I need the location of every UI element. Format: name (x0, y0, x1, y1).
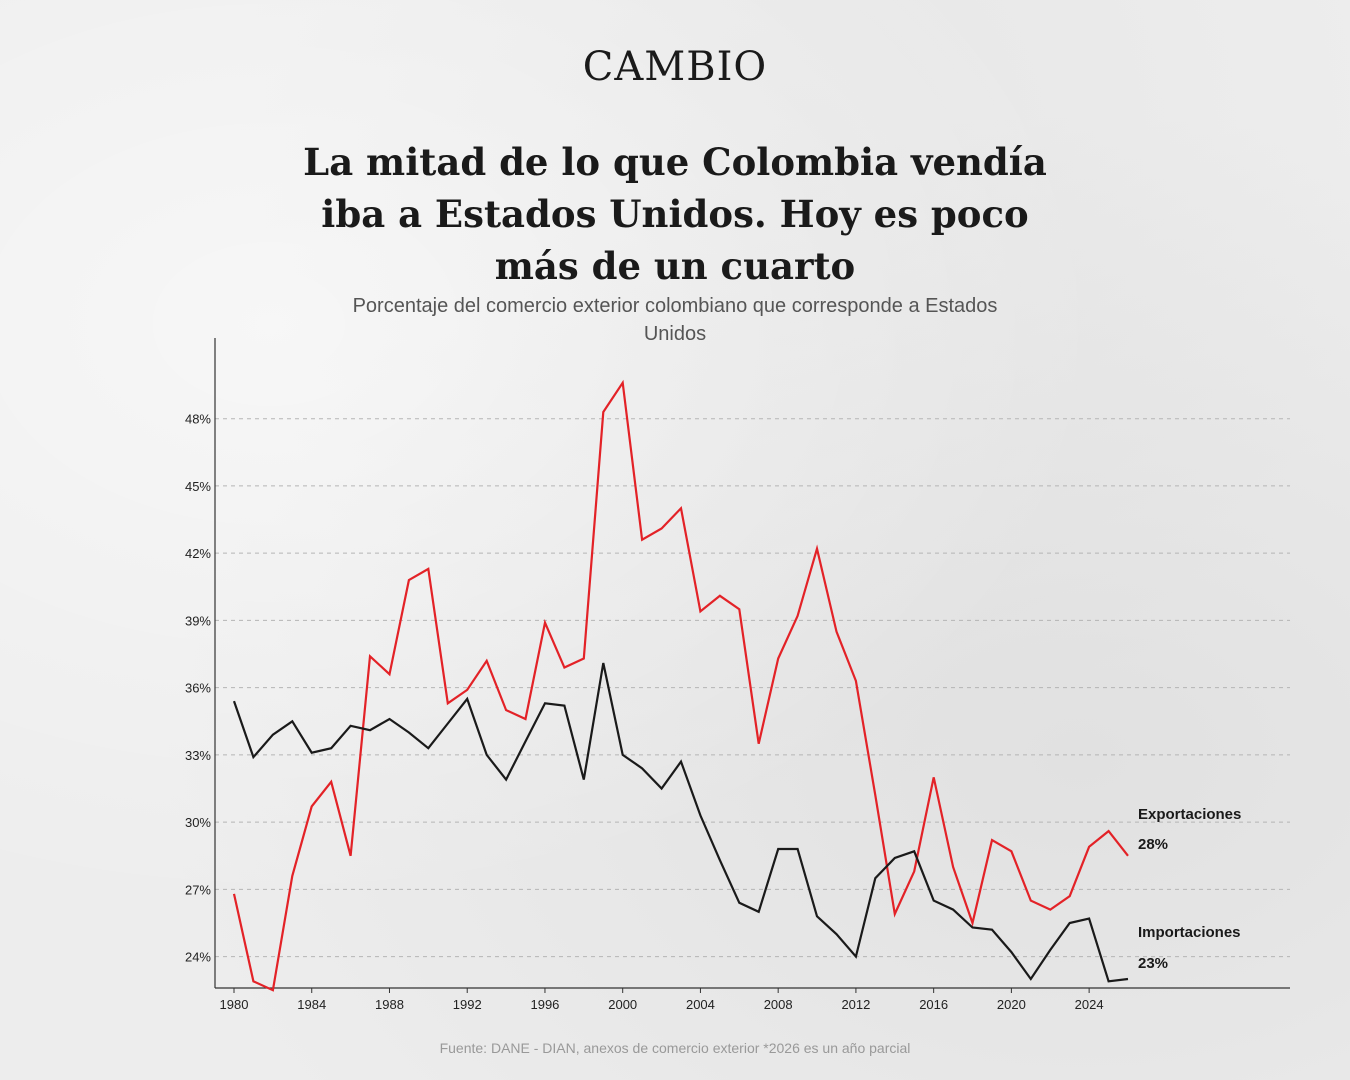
x-tick-label: 2016 (919, 997, 948, 1012)
series-labels: Exportaciones 28% Importaciones 23% (1138, 806, 1241, 972)
series-line-exportaciones (232, 379, 1129, 992)
y-axis-ticks: 24% 27% 30% 33% 36% 39% 42% 45% 48% (185, 412, 211, 965)
x-tick-label: 2024 (1075, 997, 1104, 1012)
y-tick-label: 36% (185, 681, 211, 696)
series-lines (232, 379, 1129, 992)
y-tick-label: 48% (185, 412, 211, 427)
x-tick-label: 1984 (297, 997, 326, 1012)
series-name-importaciones: Importaciones (1138, 924, 1241, 941)
x-tick-label: 2020 (997, 997, 1026, 1012)
y-tick-label: 30% (185, 815, 211, 830)
x-tick-label: 2008 (764, 997, 793, 1012)
y-tick-label: 42% (185, 546, 211, 561)
y-tick-label: 45% (185, 479, 211, 494)
x-tick-label: 1992 (453, 997, 482, 1012)
y-tick-label: 27% (185, 882, 211, 897)
y-tick-label: 33% (185, 748, 211, 763)
x-tick-label: 2012 (841, 997, 870, 1012)
x-tick-label: 2004 (686, 997, 715, 1012)
series-end-value-importaciones: 23% (1138, 955, 1168, 972)
chart-title: La mitad de lo que Colombia vendía iba a… (303, 140, 1047, 288)
series-end-value-exportaciones: 28% (1138, 836, 1168, 853)
brand-logo: CAMBIO (582, 44, 768, 90)
series-name-exportaciones: Exportaciones (1138, 806, 1241, 823)
chart-subtitle: Porcentaje del comercio exterior colombi… (352, 295, 998, 345)
x-tick-label: 1996 (530, 997, 559, 1012)
series-line-importaciones (232, 662, 1129, 983)
y-tick-label: 39% (185, 613, 211, 628)
x-tick-label: 1980 (220, 997, 249, 1012)
source-note: Fuente: DANE - DIAN, anexos de comercio … (439, 1040, 911, 1056)
x-tick-label: 1988 (375, 997, 404, 1012)
grid-lines (215, 418, 1290, 958)
y-tick-label: 24% (185, 950, 211, 965)
x-axis-ticks: 1980 1984 1988 1992 1996 2000 2004 2008 2012 2016… (220, 988, 1104, 1012)
x-tick-label: 2000 (608, 997, 637, 1012)
